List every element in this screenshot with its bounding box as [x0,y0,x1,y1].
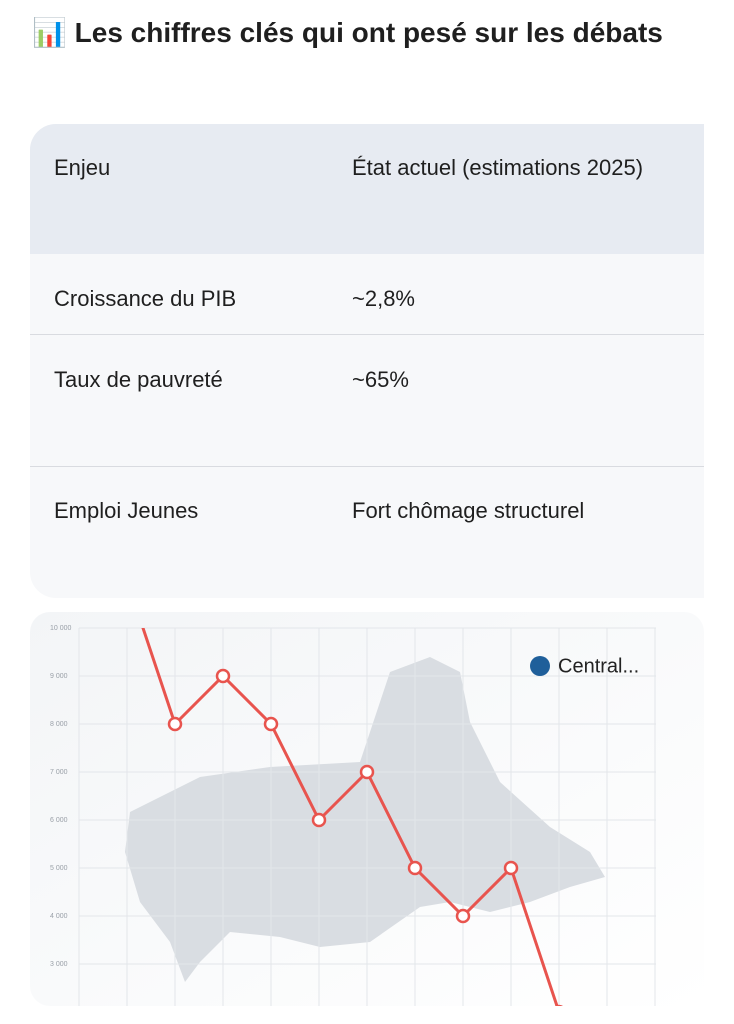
table: Enjeu État actuel (estimations 2025) Cro… [30,124,704,598]
row-separator [30,334,704,335]
y-tick-label: 6 000 [50,817,68,824]
row-separator [30,466,704,467]
legend-swatch [530,656,550,676]
title: 📊 Les chiffres clés qui ont pesé sur les… [32,17,663,48]
grid: 10 000 9 000 8 000 7 000 6 000 5 000 4 000 3 00… [50,625,656,1006]
y-tick-label: 9 000 [50,673,68,680]
line [141,628,559,1006]
header-cell: Enjeu [54,155,111,180]
legend-label: Central... [558,655,639,677]
plot [141,628,564,1006]
point [359,764,375,780]
y-tick-label: 4 000 [50,913,68,920]
y-tick-label: 8 000 [50,721,68,728]
point [455,908,471,924]
y-tick-label: 10 000 [50,625,72,632]
point [215,668,231,684]
y-tick-label: 7 000 [50,769,68,776]
cell: Taux de pauvreté [54,367,223,392]
y-tick-label: 3 000 [50,961,68,968]
cell: Emploi Jeunes [54,498,199,523]
point [263,716,279,732]
chart-image: 10 000 9 000 8 000 7 000 6 000 5 000 4 000 3 00… [30,612,704,1006]
cell: Croissance du PIB [54,286,237,311]
point [167,716,183,732]
cell: Fort chômage structurel [352,498,585,523]
y-tick-label: 5 000 [50,865,68,872]
point [407,860,423,876]
point [503,860,519,876]
cell: ~2,8% [352,286,415,311]
point [311,812,327,828]
table-header: Enjeu État actuel (estimations 2025) [30,124,704,254]
cell: ~65% [352,367,409,392]
header-cell: État actuel (estimations 2025) [352,155,644,180]
